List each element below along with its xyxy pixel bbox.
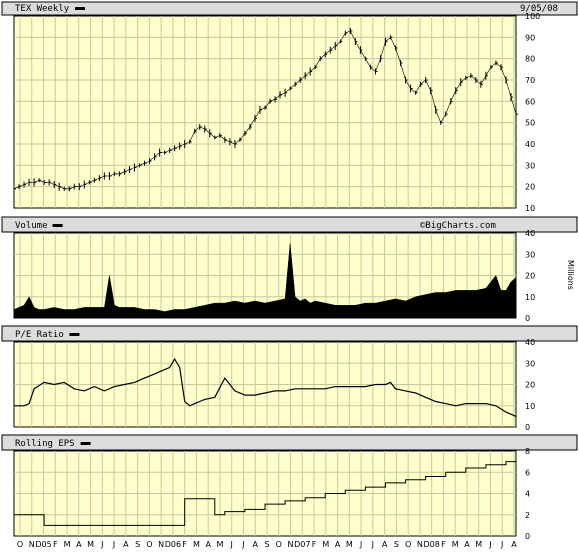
x-tick-label: O	[276, 540, 282, 549]
pe-line	[14, 357, 517, 417]
x-axis: O N D05 F M A M J J A S O N D06 F M A M J J A S O N D07 F M A M J J A S O…	[17, 540, 517, 549]
x-tick-label: N	[158, 540, 164, 549]
eps-step-line	[13, 461, 516, 526]
panel-header-pe	[1, 325, 578, 342]
x-tick-label: J	[100, 540, 103, 549]
y-tick-label: 40	[525, 140, 535, 149]
x-tick-label: A	[123, 540, 129, 549]
x-tick-label: A	[205, 540, 211, 549]
x-tick-label: F	[312, 540, 317, 549]
panel-volume: Volume 0 10 20 30 40	[1, 216, 578, 323]
y-tick-label: 2	[525, 511, 530, 520]
date-label: 9/05/08	[520, 4, 558, 14]
x-tick-label: J	[500, 540, 503, 549]
y-tick-label: 0	[525, 532, 530, 541]
x-tick-label: D05	[35, 540, 51, 549]
y-tick-label: 4	[525, 490, 530, 499]
x-tick-label: M	[193, 540, 200, 549]
panel-header-eps	[1, 434, 578, 451]
x-tick-label: M	[452, 540, 459, 549]
y-tick-label: 30	[525, 250, 535, 259]
x-tick-label: A	[464, 540, 470, 549]
panel-price: TEX Weekly 10 20 30 40 50 60 70 80 90 100	[1, 1, 578, 213]
y-tick-label: 40	[525, 229, 535, 238]
x-tick-label: F	[182, 540, 187, 549]
y-tick-label: 70	[525, 76, 535, 85]
legend-swatch-pe	[69, 333, 80, 336]
price-line	[13, 30, 517, 190]
y-tick-label: 0	[525, 423, 530, 432]
y-tick-label: 60	[525, 97, 535, 106]
x-tick-label: A	[252, 540, 258, 549]
x-tick-label: O	[146, 540, 152, 549]
x-tick-label: M	[475, 540, 482, 549]
x-tick-label: O	[405, 540, 411, 549]
x-tick-label: J	[112, 540, 115, 549]
x-tick-label: A	[511, 540, 517, 549]
panels-layer: TEX Weekly102030405060708090100Volume010…	[1, 1, 578, 541]
plot-area-price	[13, 15, 517, 209]
panel-title-eps: Rolling EPS	[15, 439, 75, 449]
y-tick-label: 30	[525, 161, 535, 170]
y-tick-label: 80	[525, 55, 535, 64]
y-tick-label: 50	[525, 119, 535, 128]
legend-swatch-eps	[80, 442, 91, 445]
x-tick-label: O	[17, 540, 23, 549]
x-tick-label: M	[346, 540, 353, 549]
volume-unit-label: Millions	[566, 260, 575, 290]
x-tick-label: N	[288, 540, 294, 549]
legend-swatch-price	[75, 7, 85, 10]
x-tick-label: A	[335, 540, 341, 549]
legend-swatch-volume	[52, 224, 63, 227]
y-tick-label: 90	[525, 33, 535, 42]
x-tick-label: F	[441, 540, 446, 549]
x-tick-label: S	[394, 540, 399, 549]
y-tick-label: 40	[525, 338, 535, 347]
x-tick-label: D06	[165, 540, 181, 549]
panel-eps: Rolling EPS 0 2 4 6 8	[1, 434, 578, 541]
y-tick-label: 6	[525, 468, 530, 477]
x-tick-label: J	[241, 540, 244, 549]
y-tick-label: 0	[525, 314, 530, 323]
y-tick-label: 8	[525, 447, 530, 456]
panel-header-price	[1, 1, 578, 16]
y-tick-label: 30	[525, 359, 535, 368]
x-tick-label: A	[76, 540, 82, 549]
panel-pe: P/E Ratio 0 10 20 30 40	[1, 325, 578, 432]
x-tick-label: S	[135, 540, 140, 549]
y-tick-label: 10	[525, 402, 535, 411]
x-tick-label: J	[371, 540, 374, 549]
watermark-text: ©BigCharts.com	[420, 221, 496, 231]
x-tick-label: M	[87, 540, 94, 549]
x-tick-label: N	[29, 540, 35, 549]
y-tick-label: 10	[525, 204, 535, 213]
panel-title-price: TEX Weekly	[15, 4, 70, 14]
panel-title-volume: Volume	[15, 221, 48, 231]
x-tick-label: J	[488, 540, 491, 549]
x-tick-label: M	[322, 540, 329, 549]
x-tick-label: A	[382, 540, 388, 549]
y-tick-label: 10	[525, 293, 535, 302]
x-tick-label: J	[359, 540, 362, 549]
panel-header-volume	[1, 216, 578, 233]
x-tick-label: M	[216, 540, 223, 549]
y-tick-label: 20	[525, 183, 535, 192]
y-tick-label: 20	[525, 272, 535, 281]
x-tick-label: N	[417, 540, 423, 549]
y-tick-label: 20	[525, 381, 535, 390]
x-tick-label: D07	[294, 540, 310, 549]
x-tick-label: J	[230, 540, 233, 549]
x-tick-label: D08	[423, 540, 439, 549]
x-tick-label: F	[53, 540, 58, 549]
y-tick-label: 100	[525, 12, 540, 21]
x-tick-label: M	[64, 540, 71, 549]
x-tick-label: S	[264, 540, 269, 549]
panel-title-pe: P/E Ratio	[15, 330, 64, 340]
